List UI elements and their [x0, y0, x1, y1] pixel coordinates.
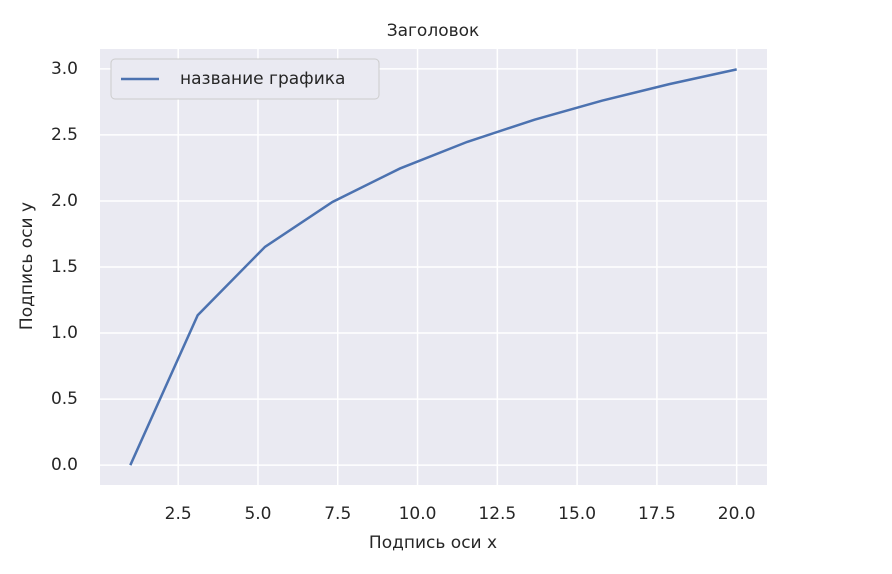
line — [129, 68, 737, 466]
y-tick-label: 2.5 — [51, 125, 78, 145]
x-axis-label: Подпись оси x — [369, 533, 497, 553]
x-tick-label: 15.0 — [558, 504, 596, 524]
x-tick-label: 7.5 — [324, 504, 351, 524]
legend-box — [110, 58, 380, 100]
y-axis-label: Подпись оси y — [17, 202, 37, 330]
y-tick-label: 0.0 — [51, 455, 78, 475]
x-tick-label: 17.5 — [638, 504, 676, 524]
y-tick-label: 1.5 — [51, 257, 78, 277]
x-tick-label: 20.0 — [718, 504, 756, 524]
legend-label: название графика — [180, 69, 345, 89]
y-tick-label: 0.5 — [51, 389, 78, 409]
x-tick-label: 2.5 — [165, 504, 192, 524]
chart-title: Заголовок — [387, 21, 480, 41]
y-tick-label: 1.0 — [51, 323, 78, 343]
y-tick-label: 2.0 — [51, 191, 78, 211]
x-tick-label: 5.0 — [244, 504, 271, 524]
x-tick-label: 12.5 — [478, 504, 516, 524]
y-tick-label: 3.0 — [51, 59, 78, 79]
x-tick-label: 10.0 — [399, 504, 437, 524]
